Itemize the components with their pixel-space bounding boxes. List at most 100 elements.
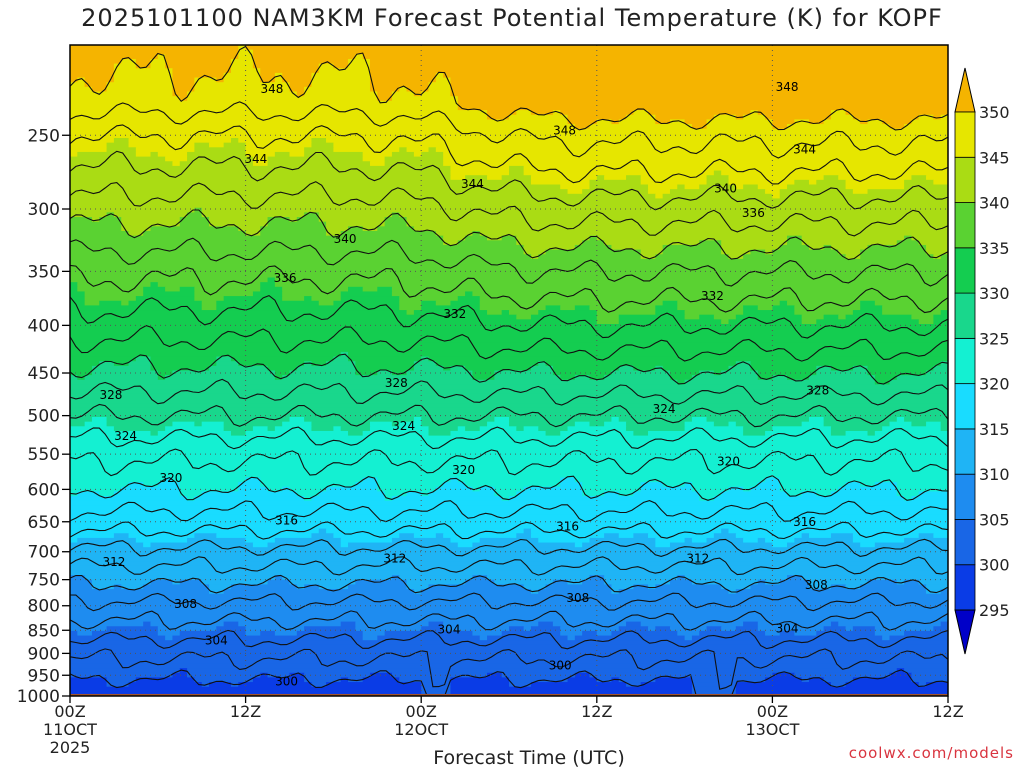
contour-label-304-1: 304 xyxy=(438,622,461,636)
x-tick-label-0: 00Z xyxy=(54,702,85,721)
isentrope-300 xyxy=(70,669,948,696)
isentrope-330 xyxy=(70,353,948,385)
colorbar-label-340: 340 xyxy=(979,194,1010,213)
y-tick-label-350: 350 xyxy=(28,262,60,282)
isentrope-346 xyxy=(70,124,948,185)
colorbar-label-295: 295 xyxy=(979,601,1010,620)
colorbar-bottom-arrow xyxy=(954,609,976,655)
x-date-label-48: 13OCT xyxy=(745,720,799,739)
x-tick-label-12: 12Z xyxy=(230,702,261,721)
colorbar-box-340 xyxy=(954,156,976,203)
isentrope-314 xyxy=(70,538,948,557)
contour-label-316-2: 316 xyxy=(793,515,816,529)
colorbar-label-310: 310 xyxy=(979,465,1010,484)
x-year-label-0: 2025 xyxy=(50,738,91,757)
contour-label-324-1: 324 xyxy=(392,419,415,433)
isentrope-320 xyxy=(70,475,948,501)
y-tick-label-750: 750 xyxy=(28,571,60,591)
contour-label-332-1: 332 xyxy=(701,289,724,303)
contour-label-316-0: 316 xyxy=(275,514,298,528)
contour-label-308-0: 308 xyxy=(174,597,197,611)
contour-label-312-2: 312 xyxy=(686,552,709,566)
y-tick-label-250: 250 xyxy=(28,126,60,146)
y-tick-label-1000: 1000 xyxy=(17,687,60,707)
y-tick-label-950: 950 xyxy=(28,666,60,686)
isentrope-308 xyxy=(70,592,948,612)
contour-label-312-0: 312 xyxy=(102,555,125,569)
contour-label-328-1: 328 xyxy=(385,376,408,390)
isentrope-312 xyxy=(70,556,948,576)
x-axis-title: Forecast Time (UTC) xyxy=(433,747,624,768)
contour-label-324-2: 324 xyxy=(653,402,676,416)
isentrope-336 xyxy=(70,264,948,314)
x-date-label-0: 11OCT xyxy=(43,720,97,739)
isentrope-334 xyxy=(70,294,948,339)
contour-label-348-0: 348 xyxy=(260,82,283,96)
contour-label-320-2: 320 xyxy=(717,454,740,468)
colorbar-label-300: 300 xyxy=(979,556,1010,575)
isentrope-326 xyxy=(70,403,948,428)
contour-label-308-2: 308 xyxy=(805,578,828,592)
y-tick-label-800: 800 xyxy=(28,597,60,617)
colorbar-box-315 xyxy=(954,383,976,430)
colorbar-label-335: 335 xyxy=(979,239,1010,258)
colorbar-box-295 xyxy=(954,564,976,611)
chart-title: 2025101100 NAM3KM Forecast Potential Tem… xyxy=(81,4,943,32)
colorbar-box-300 xyxy=(954,519,976,566)
contour-label-324-0: 324 xyxy=(114,429,137,443)
contour-labels: 300 300 304 304 304 308 308 308 312 312 312 316 316 3… xyxy=(100,80,830,688)
grid xyxy=(70,45,948,696)
isentrope-306 xyxy=(70,610,948,631)
isentrope-338 xyxy=(70,237,948,287)
colorbar-label-350: 350 xyxy=(979,103,1010,122)
contour-label-300-0: 300 xyxy=(275,675,298,689)
y-tick-label-900: 900 xyxy=(28,644,60,664)
isentrope-302 xyxy=(70,648,948,690)
colorbar-box-310 xyxy=(954,428,976,475)
filled-contours xyxy=(70,45,948,696)
isentrope-316 xyxy=(70,521,948,540)
isentrope-348 xyxy=(70,101,948,159)
colorbar-top-arrow xyxy=(954,67,976,113)
contour-label-308-1: 308 xyxy=(566,591,589,605)
x-tick-label-60: 12Z xyxy=(932,702,963,721)
contour-label-344-0: 344 xyxy=(244,152,267,166)
colorbar-label-330: 330 xyxy=(979,284,1010,303)
isentrope-318 xyxy=(70,500,948,523)
contour-label-316-1: 316 xyxy=(556,520,579,534)
isentrope-304 xyxy=(70,629,948,650)
contour-label-312-1: 312 xyxy=(383,552,406,566)
colorbar-label-305: 305 xyxy=(979,510,1010,529)
x-tick-label-24: 00Z xyxy=(406,702,437,721)
contour-label-348-2: 348 xyxy=(776,80,799,94)
contour-label-336-1: 336 xyxy=(742,206,765,220)
colorbar-box-335 xyxy=(954,202,976,249)
contour-label-304-2: 304 xyxy=(776,621,799,635)
contour-label-344-1: 344 xyxy=(461,177,484,191)
isentrope-344 xyxy=(70,150,948,211)
isentrope-350 xyxy=(70,45,948,131)
isentrope-324 xyxy=(70,426,948,450)
contour-label-300-1: 300 xyxy=(549,658,572,672)
y-tick-label-700: 700 xyxy=(28,543,60,563)
contour-label-320-1: 320 xyxy=(452,463,475,477)
isentrope-310 xyxy=(70,574,948,594)
isentrope-332 xyxy=(70,325,948,362)
contour-label-328-2: 328 xyxy=(806,384,829,398)
y-tick-label-650: 650 xyxy=(28,513,60,533)
colorbar-box-325 xyxy=(954,292,976,339)
x-tick-label-48: 00Z xyxy=(757,702,788,721)
contour-label-328-0: 328 xyxy=(100,388,123,402)
y-tick-label-600: 600 xyxy=(28,480,60,500)
isentrope-322 xyxy=(70,448,948,477)
y-tick-label-400: 400 xyxy=(28,316,60,336)
credit-text: coolwx.com/models xyxy=(848,744,1014,762)
contour-label-340-0: 340 xyxy=(334,232,357,246)
colorbar-box-345 xyxy=(954,111,976,158)
y-tick-label-450: 450 xyxy=(28,364,60,384)
colorbar-box-330 xyxy=(954,247,976,294)
contour-label-320-0: 320 xyxy=(160,471,183,485)
y-axis: 250 300 350 400 450 500 550 600 650 700 750 800 850 9… xyxy=(17,126,70,707)
